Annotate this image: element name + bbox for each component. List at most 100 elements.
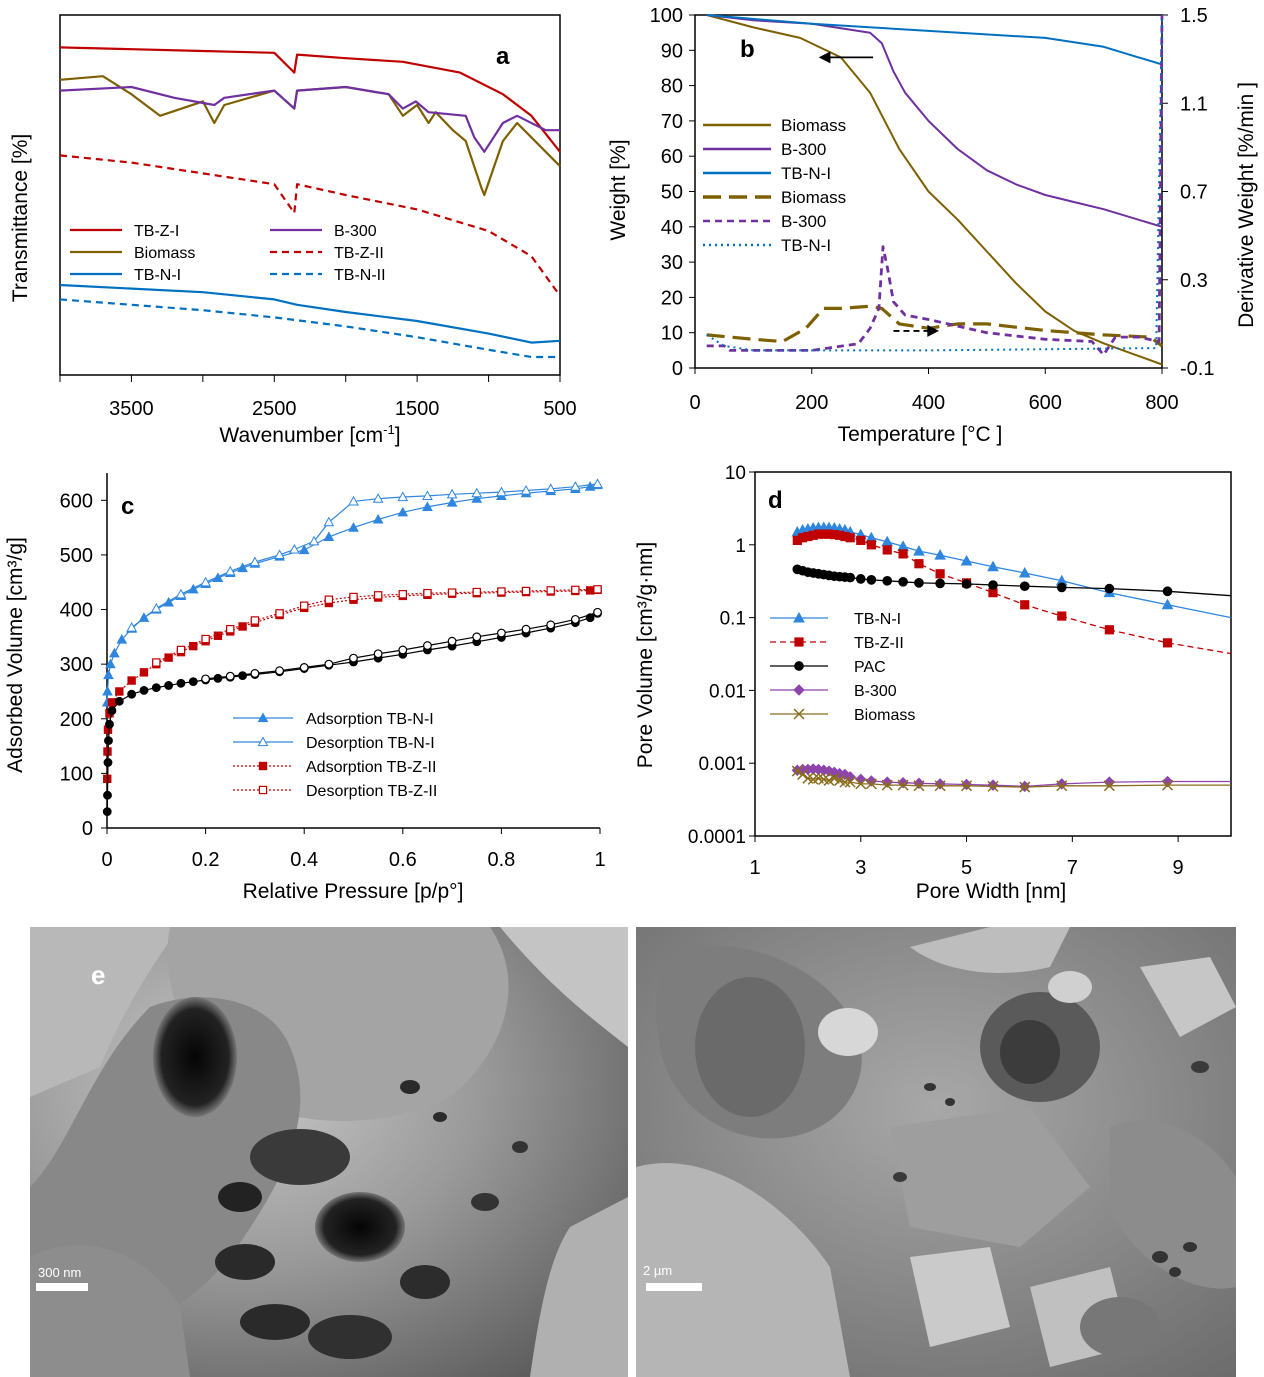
panel-c-point-3: [593, 585, 602, 594]
panel-b-legend-label: B-300: [781, 212, 826, 231]
panel-c-point-3: [300, 601, 309, 610]
panel-d-point-biomass: [855, 778, 867, 790]
panel-a-series-b-300: [59, 85, 560, 153]
panel-c-plot-area: 0 0.2 0.4 0.6 0.8 1 0 100 200 300 400 500 600 Adsorpt…: [60, 473, 606, 871]
panel-a-series-biomass: [59, 75, 561, 197]
panel-b-ytick-label: 100: [650, 5, 683, 27]
panel-c-point-3: [571, 585, 580, 595]
panel-d-point-tb-z-ii: [914, 559, 924, 569]
panel-c-point-3: [275, 609, 284, 618]
panel-c-point-1: [224, 565, 236, 576]
panel-c-point-5: [373, 649, 383, 659]
panel-d-point-biomass: [934, 780, 946, 792]
panel-a-legend-label: B-300: [334, 223, 377, 240]
panel-d-letter: d: [768, 487, 783, 514]
panel-a-frame: [59, 14, 561, 376]
panel-c-point-5: [546, 620, 556, 630]
panel-c-point-2: [127, 676, 136, 685]
panel-c-point-2: [189, 641, 198, 651]
panel-c-point-4: [139, 685, 149, 695]
panel-b-xtick-label: 0: [689, 392, 700, 414]
panel-c-point-5: [398, 645, 408, 655]
panel-c-point-4: [104, 736, 113, 746]
panel-c-point-2: [107, 698, 117, 707]
panel-c-point-1: [249, 556, 261, 567]
panel-c-point-4: [176, 678, 186, 688]
panel-d-ytick-label: 0.01: [709, 681, 746, 702]
panel-c-point-1: [471, 487, 483, 498]
panel-b-y2tick-label: 1.1: [1180, 93, 1208, 115]
panel-c-point-3: [447, 588, 457, 597]
panel-d-point-tb-z-ii: [935, 569, 945, 579]
sem-image-left: 300 nm e: [30, 927, 628, 1377]
panel-a-legend-label: TB-N-I: [134, 267, 181, 284]
panel-c-xlabel: Relative Pressure [p/p°]: [243, 880, 464, 903]
panel-c-point-3: [324, 595, 334, 604]
panel-b-legend-label: TB-N-I: [781, 164, 831, 183]
panel-b-ytick-label: 40: [661, 217, 683, 239]
panel-b-xtick-label: 800: [1145, 392, 1178, 414]
panel-d-point-pac: [845, 572, 856, 583]
panel-d-point-b-300: [987, 779, 999, 791]
panel-d-legend-marker: [793, 708, 805, 720]
panel-a-legend-label: TB-Z-I: [134, 223, 179, 240]
panel-c-point-4: [105, 719, 114, 729]
panel-c-legend-label: Desorption TB-Z-II: [306, 783, 437, 800]
panel-d-point-pac: [935, 578, 945, 589]
panel-d-point-biomass: [1056, 780, 1068, 792]
panel-d-xtick-label: 9: [1173, 857, 1184, 879]
panel-c-point-1: [126, 622, 137, 632]
panel-c-ytick-label: 500: [60, 545, 93, 567]
panel-d-point-pac: [914, 578, 924, 588]
panel-b-ytick-label: 60: [661, 146, 683, 168]
panel-c-point-5: [299, 663, 309, 672]
panel-c-legend-marker: [258, 761, 268, 771]
panel-c-point-4: [107, 706, 117, 716]
panel-d-point-tb-z-ii: [1057, 611, 1067, 621]
panel-d-legend-marker: [794, 661, 804, 671]
panel-b-ytick-label: 10: [661, 323, 683, 345]
panel-d-point-biomass: [1103, 780, 1115, 792]
panel-d-point-pac: [866, 575, 877, 585]
panel-d-point-biomass: [897, 779, 909, 791]
panel-c-point-0: [422, 501, 433, 511]
panel-c-letter: c: [121, 493, 134, 520]
panel-d-xtick-label: 5: [961, 857, 972, 879]
panel-d-point-b-300: [897, 776, 909, 789]
panel-c-point-5: [423, 641, 432, 651]
panel-c-point-0: [103, 669, 114, 680]
panel-c-point-4: [127, 689, 137, 699]
panel-c-point-3: [398, 590, 408, 599]
panel-c-point-5: [570, 614, 580, 624]
panel-a-xtick-label: 3500: [109, 398, 154, 420]
panel-d-point-pac: [882, 575, 893, 586]
panel-d-point-biomass: [865, 778, 877, 790]
panel-c-point-0: [372, 513, 384, 524]
panel-c-point-0: [446, 496, 458, 507]
panel-c-point-3: [497, 587, 506, 596]
panel-d-point-biomass: [844, 776, 856, 788]
panel-d-point-biomass: [881, 779, 893, 791]
panel-c-point-2: [164, 653, 173, 662]
panel-b-y2tick-label: -0.1: [1180, 358, 1214, 380]
panel-c-point-5: [201, 674, 211, 684]
panel-d-legend-label: B-300: [854, 683, 897, 700]
panel-c-point-3: [250, 616, 260, 625]
panel-c-xtick-label: 0.2: [192, 849, 220, 871]
panel-c-point-2: [585, 586, 595, 595]
panel-c-point-1: [348, 495, 359, 506]
scalebar-right-bar: [646, 1283, 702, 1291]
panel-d-point-tb-n-i: [1018, 566, 1031, 578]
panel-c-point-1: [323, 516, 335, 527]
panel-c-xtick-label: 0.8: [487, 849, 515, 871]
panel-c-point-4: [103, 758, 113, 767]
panel-a-series-tb-z-i: [59, 46, 561, 153]
panel-d-point-b-300: [1161, 775, 1174, 788]
panel-c-ytick-label: 400: [60, 600, 93, 622]
panel-c-legend-label: Desorption TB-N-I: [306, 735, 435, 752]
panel-b-y2tick-label: 0.7: [1180, 182, 1208, 204]
panel-d-point-pac: [988, 580, 998, 590]
panel-b-y2tick-label: 0.3: [1180, 270, 1208, 292]
panel-c-point-0: [109, 647, 120, 658]
panel-a-xtick-label: 500: [543, 398, 576, 420]
